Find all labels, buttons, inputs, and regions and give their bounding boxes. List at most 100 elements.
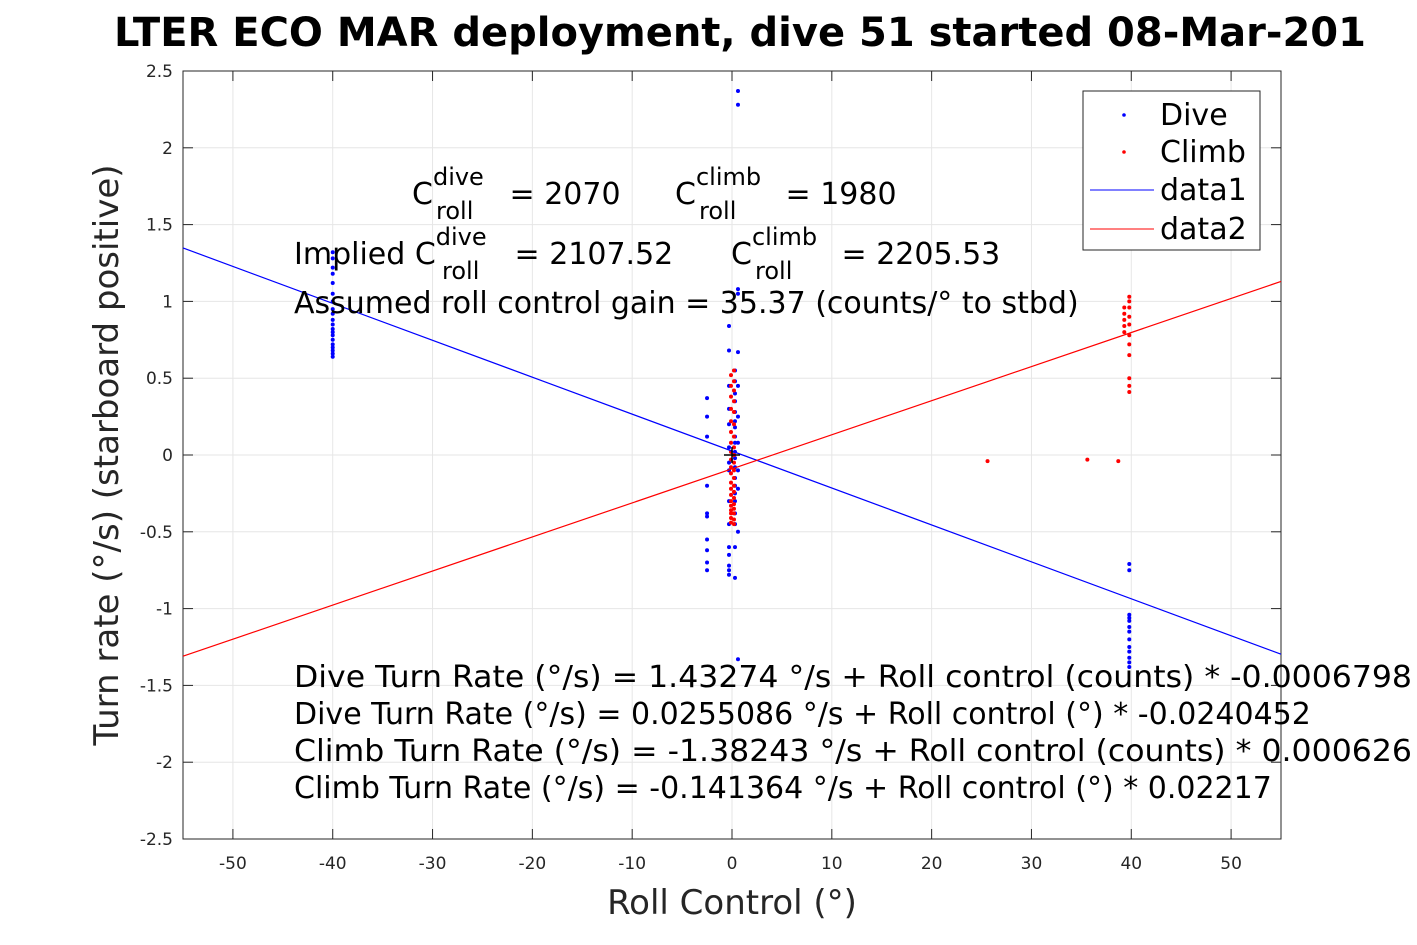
point-dive [727,460,732,465]
point-climb [729,499,734,504]
point-dive [735,440,740,445]
point-dive [330,307,335,312]
point-dive [330,348,335,353]
point-climb [1127,353,1132,358]
point-dive [330,256,335,261]
x-tick-label: -10 [618,854,646,874]
x-tick-label: -20 [518,854,546,874]
point-climb [731,502,736,507]
x-tick-label: 40 [1120,854,1142,874]
point-climb [1116,459,1121,464]
annotation-implied-dive: Implied Cdive roll = 2107.52 [294,223,673,285]
plot-frame [182,70,1282,840]
point-dive [1127,649,1132,654]
point-climb [731,379,736,384]
annotation-eq3: Climb Turn Rate (°/s) = -1.38243 °/s + R… [294,734,1412,769]
point-dive [330,250,335,255]
legend-climb-marker [1122,150,1126,154]
point-climb [729,373,734,378]
annotation-c-dive: Cdive roll = 2070 [412,163,621,225]
point-climb [729,406,734,411]
point-dive [727,568,732,573]
y-tick-label: -2.5 [140,830,173,850]
point-dive [735,287,740,292]
annotation-eq2: Dive Turn Rate (°/s) = 0.0255086 °/s + R… [294,697,1311,732]
x-tick-label: 0 [727,854,738,874]
series-line-data2 [182,280,1282,657]
y-tick-label: 2.5 [146,62,173,82]
point-dive [1127,562,1132,567]
point-dive [735,657,740,662]
point-dive [732,419,737,424]
point-dive [735,529,740,534]
legend: Dive Climb data1 data2 [1082,90,1261,251]
x-tick-label: -40 [319,854,347,874]
point-dive [735,383,740,388]
point-dive [727,545,732,550]
point-climb [729,383,734,388]
point-climb [1127,322,1132,327]
point-dive [735,291,740,296]
point-climb [731,445,736,450]
point-climb [731,388,736,393]
point-climb [731,460,736,465]
point-climb [731,422,736,427]
point-climb [985,459,990,464]
point-dive [705,514,710,519]
point-dive [732,499,737,504]
x-tick-label: -30 [419,854,447,874]
point-dive [735,88,740,93]
point-dive [732,440,737,445]
point-climb [1127,390,1132,395]
point-dive [330,327,335,332]
point-dive [1127,637,1132,642]
point-dive [727,348,732,353]
x-tick-label: 30 [1021,854,1043,874]
point-dive [330,311,335,316]
point-climb [729,471,734,476]
point-dive [727,422,732,427]
y-tick-label: -0.5 [140,523,173,543]
y-tick-label: 2 [162,139,173,159]
point-climb [731,506,736,511]
point-dive [330,322,335,327]
point-dive [732,545,737,550]
annotation-eq1: Dive Turn Rate (°/s) = 1.43274 °/s + Rol… [294,660,1412,695]
legend-dive-marker [1122,113,1126,117]
point-climb [1127,314,1132,319]
legend-dive-label: Dive [1160,98,1228,133]
annotation-gain: Assumed roll control gain = 35.37 (count… [294,286,1079,321]
annotation-c-climb: Cclimb roll = 1980 [675,163,897,225]
legend-data2-label: data2 [1160,212,1247,247]
point-dive [1127,618,1132,623]
point-climb [731,511,736,516]
point-dive [1127,629,1132,634]
point-climb [1122,305,1127,310]
point-dive [330,345,335,350]
point-dive [727,552,732,557]
point-climb [729,440,734,445]
point-dive [705,396,710,401]
point-dive [705,511,710,516]
point-climb [1127,299,1132,304]
point-climb [729,503,734,508]
point-dive [735,486,740,491]
point-climb [1122,311,1127,316]
point-dive [732,456,737,461]
legend-climb-label: Climb [1160,135,1246,170]
annotation-eq4: Climb Turn Rate (°/s) = -0.141364 °/s + … [294,771,1272,806]
point-dive [1127,615,1132,620]
point-dive [735,468,740,473]
point-dive [1127,664,1132,669]
point-climb [729,511,734,516]
annotations: Cdive roll = 2070 Cclimb roll = 1980 Impli… [294,163,1412,806]
point-dive [330,354,335,359]
point-dive [705,548,710,553]
point-dive [1127,645,1132,649]
point-dive [732,575,737,580]
y-axis-label: Turn rate (°/s) (starboard positive) [87,164,127,746]
point-dive [330,351,335,356]
point-climb [729,508,734,513]
annotation-implied-climb: Cclimb roll = 2205.53 [731,223,1000,285]
point-dive [705,414,710,419]
